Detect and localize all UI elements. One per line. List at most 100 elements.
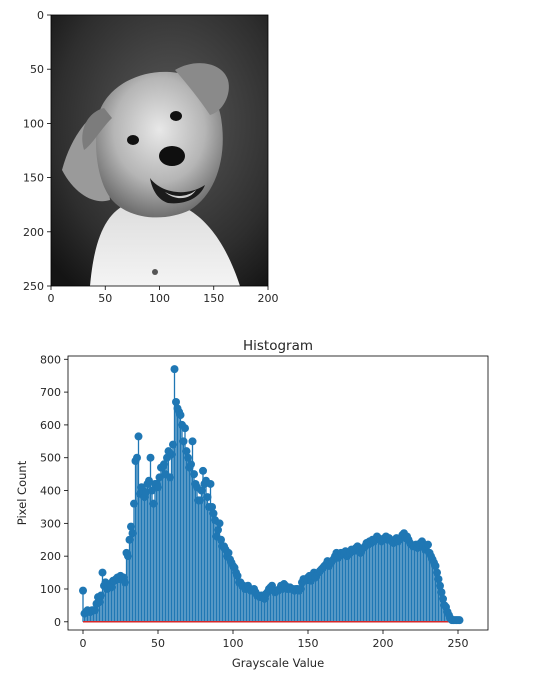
dog-tongue — [165, 190, 196, 199]
x-tick-label: 50 — [151, 637, 165, 650]
stem-marker — [439, 594, 447, 603]
x-tick-label: 150 — [298, 637, 319, 650]
stem-marker — [134, 432, 143, 441]
x-tick-label: 200 — [373, 637, 394, 650]
x-tick-label: 100 — [223, 637, 244, 650]
stem-marker — [233, 571, 242, 580]
dog-head — [96, 71, 223, 218]
stem-marker — [203, 493, 212, 502]
stem-marker — [199, 466, 207, 475]
stem-marker — [433, 568, 441, 577]
stem-marker — [142, 488, 150, 497]
stem-marker — [149, 499, 158, 508]
stem-marker — [437, 588, 446, 597]
stem-marker — [124, 552, 132, 561]
image-x-tick-label: 0 — [48, 292, 55, 305]
dog-left-ear — [82, 108, 112, 150]
y-tick-label: 700 — [40, 386, 61, 399]
y-tick-label: 200 — [40, 550, 61, 563]
stem-marker — [79, 586, 87, 595]
x-ticks: 0 50 100 150 200 250 — [80, 630, 469, 650]
stem-marker — [125, 535, 134, 544]
stem-marker — [434, 575, 443, 584]
image-x-tick-label: 50 — [98, 292, 112, 305]
image-y-tick-label: 200 — [23, 226, 44, 239]
stem-marker — [217, 535, 225, 544]
stem-marker — [176, 411, 185, 420]
image-x-tick-label: 100 — [149, 292, 170, 305]
y-tick-label: 800 — [40, 353, 61, 366]
x-tick-label: 0 — [80, 637, 87, 650]
stem-marker — [127, 522, 135, 531]
stem-marker — [130, 499, 138, 508]
image-y-ticks: 0 50 100 150 200 250 — [23, 9, 51, 293]
stem-marker — [166, 473, 174, 482]
y-tick-label: 400 — [40, 485, 61, 498]
stem-marker — [172, 397, 180, 406]
stem-marker — [296, 584, 305, 593]
image-y-tick-label: 250 — [23, 280, 44, 293]
stem-marker — [133, 453, 141, 462]
image-x-ticks: 0 50 100 150 200 — [48, 286, 279, 305]
stem-marker — [424, 540, 432, 549]
stem-marker — [436, 581, 444, 590]
y-tick-label: 0 — [54, 616, 61, 629]
stem-marker — [190, 470, 198, 479]
stem-marker — [431, 562, 440, 571]
stem-marker — [97, 591, 105, 600]
stem-marker — [160, 460, 168, 469]
dog-collar-tag — [152, 269, 158, 275]
stem-marker — [179, 437, 188, 446]
stem-marker — [182, 447, 191, 456]
stem-marker — [188, 437, 197, 446]
dog-left-eye — [127, 135, 139, 145]
stem-marker — [155, 473, 164, 482]
image-x-tick-label: 150 — [203, 292, 224, 305]
stem-marker — [107, 583, 116, 592]
stem-marker — [209, 509, 218, 518]
histogram-panel: Histogram 0 50 100 150 200 250 0 100 200 300 400 5… — [15, 338, 489, 670]
stem-marker — [169, 440, 177, 449]
stem-marker — [196, 496, 204, 505]
x-axis-label: Grayscale Value — [232, 656, 324, 670]
stem-marker — [98, 568, 107, 577]
y-axis-label: Pixel Count — [15, 460, 29, 525]
stem-marker — [206, 479, 215, 488]
stem-marker — [197, 486, 206, 495]
chart-title: Histogram — [243, 338, 313, 354]
stem-marker — [187, 460, 195, 469]
dog-right-ear — [175, 63, 229, 115]
image-y-tick-label: 100 — [23, 117, 44, 130]
stem-marker — [224, 548, 233, 557]
stem-marker — [214, 525, 222, 534]
image-y-tick-label: 150 — [23, 172, 44, 185]
stem-marker — [146, 453, 155, 462]
stem-marker — [455, 616, 464, 625]
stem-marker — [128, 529, 137, 538]
image-y-tick-label: 0 — [37, 9, 44, 22]
stem-marker — [167, 450, 176, 459]
image-x-tick-label: 200 — [258, 292, 279, 305]
dog-photo — [51, 15, 268, 286]
stem-marker — [208, 502, 216, 511]
image-panel: 0 50 100 150 200 0 50 100 150 200 250 — [23, 9, 279, 305]
stem-marker — [154, 483, 162, 492]
y-tick-label: 300 — [40, 517, 61, 530]
plot-frame — [67, 355, 489, 631]
dog-right-eye — [170, 111, 182, 121]
stem-marker — [145, 476, 153, 485]
stem-marker — [148, 486, 156, 495]
stem-marker — [184, 453, 192, 462]
x-tick-label: 250 — [448, 637, 469, 650]
y-tick-label: 600 — [40, 419, 61, 432]
stem-markers — [79, 365, 464, 625]
dog-mouth — [150, 178, 205, 204]
dog-nose — [159, 146, 185, 166]
y-ticks: 0 100 200 300 400 500 600 700 800 — [40, 353, 68, 629]
stem-marker — [170, 365, 179, 374]
y-tick-label: 500 — [40, 452, 61, 465]
stem-marker — [215, 519, 224, 528]
y-tick-label: 100 — [40, 583, 61, 596]
stem-marker — [91, 606, 99, 615]
